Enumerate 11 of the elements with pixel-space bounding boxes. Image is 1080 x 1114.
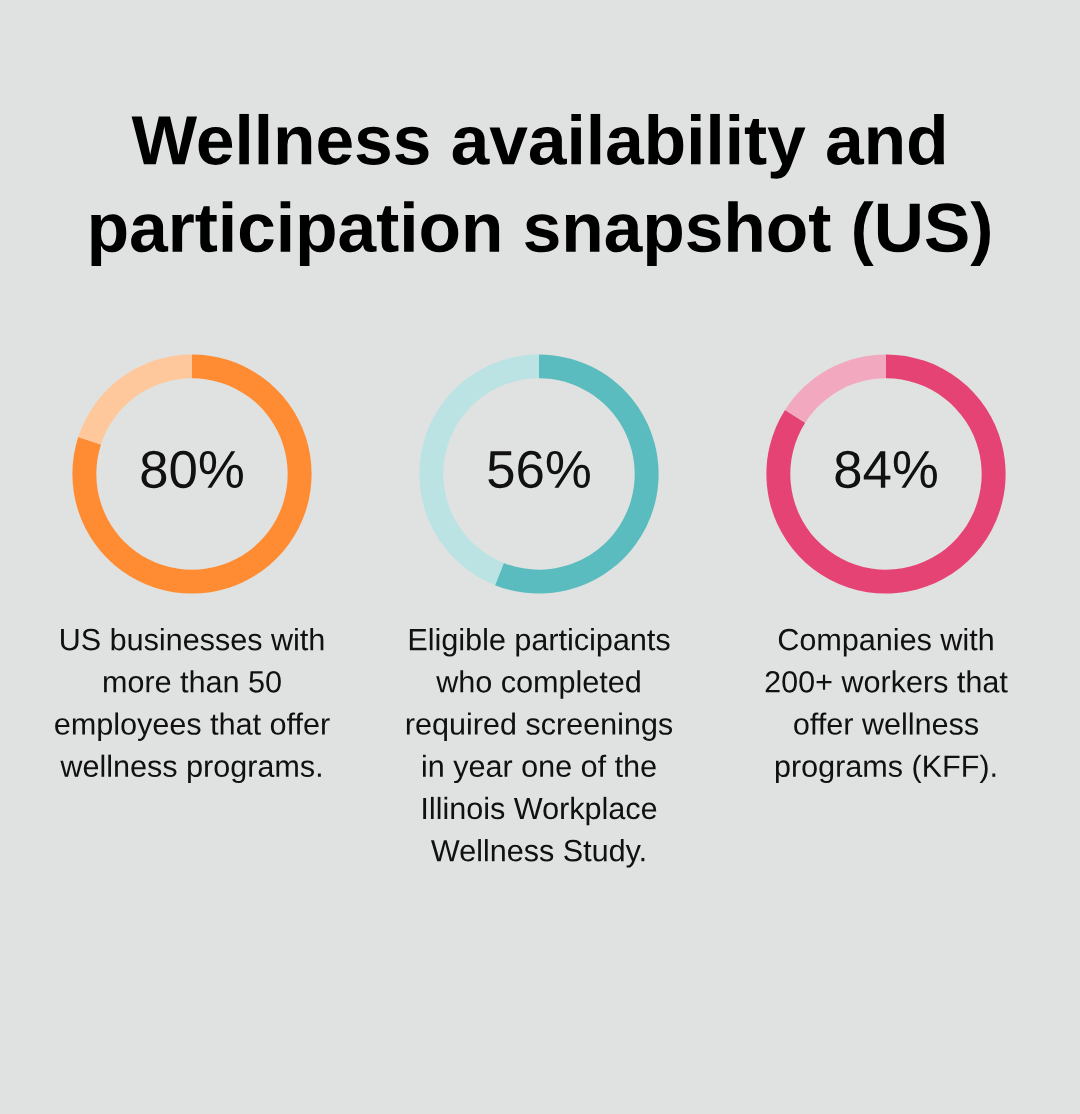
donut-slice <box>78 354 192 445</box>
data-label: 80% <box>141 450 243 489</box>
donut-slice <box>766 354 1006 594</box>
text: Companies with 200+ workers that offer wellness programs (KFF). <box>765 628 1008 784</box>
data-label: 84% <box>835 450 937 489</box>
text: Wellness availability and participation snapshot (US) <box>91 113 990 267</box>
donut-slice <box>785 354 886 423</box>
text: Eligible participants who completed required screenings in year one of the Illinois Workplace Wellness Study. <box>406 628 673 868</box>
text: US businesses with more than 50 employees that offer wellness programs. <box>55 628 330 784</box>
donut-slice <box>72 354 312 594</box>
data-label: 56% <box>488 450 590 489</box>
